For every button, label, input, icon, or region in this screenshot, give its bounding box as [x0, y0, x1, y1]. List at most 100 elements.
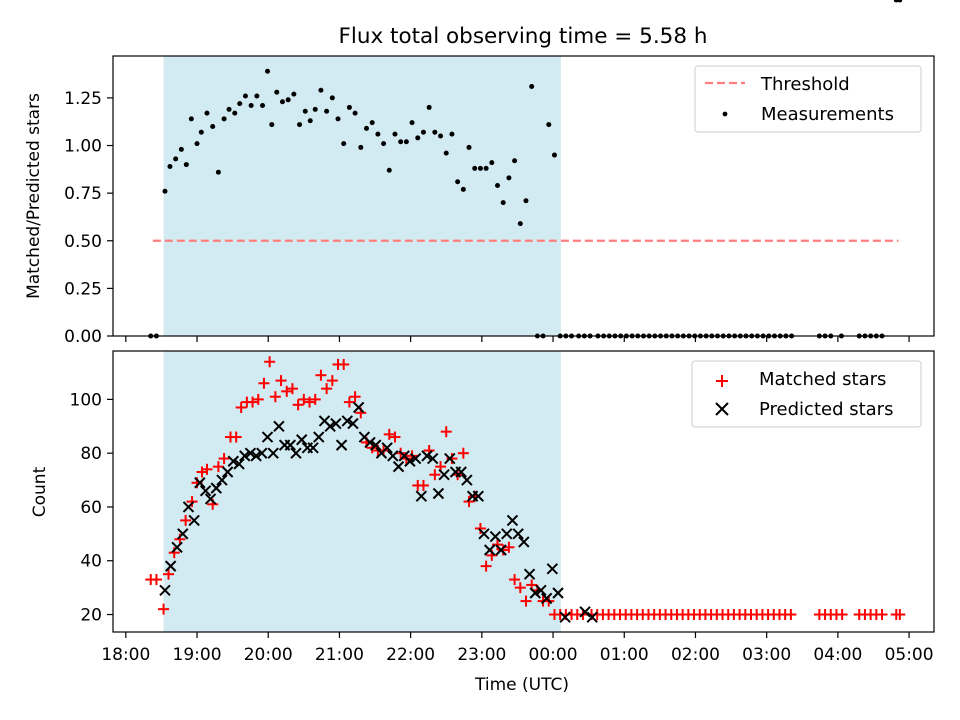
bottom-legend: Matched stars Predicted stars [691, 360, 922, 428]
measurements-legend-label: Measurements [761, 104, 894, 125]
x-axis: 18:00 19:00 20:00 21:00 22:00 23:00 00:00 01:00… [101, 632, 934, 665]
matched-star-point [463, 496, 475, 508]
predicted-star-point [489, 530, 502, 543]
measurement-point [194, 141, 200, 147]
predicted-star-point [523, 568, 536, 580]
y-tick-label: 40 [80, 552, 102, 572]
predicted-star-point [261, 431, 274, 443]
predicted-star-point [427, 452, 439, 465]
matched-legend-label: Matched stars [759, 369, 886, 390]
matched-stars-points [145, 356, 906, 621]
matched-star-point [163, 568, 175, 580]
measurement-point [381, 141, 387, 147]
predicted-star-point [199, 485, 212, 497]
predicted-star-point [472, 490, 484, 502]
predicted-star-point [387, 450, 399, 462]
x-tick-label: 23:00 [457, 645, 506, 665]
y-tick-label: 80 [80, 444, 102, 464]
matched-star-point [338, 358, 350, 370]
predicted-star-point [256, 447, 268, 459]
measurement-point [409, 120, 415, 126]
predicted-star-point [432, 487, 445, 500]
measurement-point [335, 116, 341, 122]
predicted-star-point [194, 477, 206, 489]
measurements-legend-swatch [722, 111, 728, 117]
matched-star-point [269, 391, 281, 403]
predicted-star-point [512, 528, 524, 540]
top-axes-frame [112, 55, 935, 337]
measurement-point [162, 188, 168, 194]
predicted-star-point [267, 447, 279, 459]
top-x-ticks [125, 336, 910, 342]
measurement-point [291, 91, 297, 97]
x-tick-label: 00:00 [529, 645, 578, 665]
top-panel: 0.00 0.25 0.50 0.75 1.00 1.25 Matched/Predict… [24, 0, 935, 347]
predicted-star-point [216, 474, 228, 486]
predicted-star-point [313, 431, 325, 443]
measurement-point [183, 162, 189, 168]
predicted-legend-swatch [715, 402, 729, 416]
predicted-stars-points [159, 401, 598, 623]
measurement-point [248, 103, 254, 109]
matched-star-point [247, 396, 259, 408]
x-tick-label: 19:00 [173, 645, 222, 665]
matched-star-point [440, 426, 452, 438]
measurement-point [466, 144, 472, 150]
predicted-star-point [335, 439, 348, 451]
measurement-point [403, 139, 409, 145]
measurement-point [307, 118, 313, 124]
matched-star-point [286, 383, 298, 395]
predicted-star-point [559, 611, 571, 623]
predicted-star-point [381, 442, 393, 454]
measurement-point [551, 152, 557, 158]
measurement-point [500, 200, 506, 206]
predicted-star-point [290, 447, 302, 459]
matched-star-point [474, 522, 486, 534]
y-tick-label: 1.00 [64, 137, 102, 157]
measurement-point [495, 183, 501, 189]
bottom-y-axis-label: Count [30, 466, 50, 517]
measurement-point [279, 99, 285, 105]
measurement-point [455, 179, 461, 185]
matched-star-point [230, 431, 242, 443]
y-tick-label: 20 [80, 606, 102, 626]
measurement-point [415, 135, 421, 141]
measurement-point [897, 0, 903, 3]
top-legend-box [694, 65, 922, 133]
measurement-point [188, 116, 194, 122]
predicted-star-point [347, 417, 359, 430]
measurement-point [312, 106, 318, 112]
measurement-point [318, 87, 324, 93]
measurement-point [426, 104, 432, 110]
measurement-point [221, 116, 227, 122]
measurement-point [269, 122, 275, 128]
predicted-star-point [244, 447, 257, 459]
predicted-star-point [177, 528, 189, 540]
x-axis-label: Time (UTC) [474, 675, 569, 695]
predicted-star-point [461, 474, 473, 486]
measurement-point [460, 186, 466, 192]
matched-star-point [212, 461, 224, 473]
bottom-legend-box [691, 360, 922, 428]
predicted-star-point [182, 501, 195, 513]
measurement-point [285, 97, 291, 103]
matched-star-point [785, 609, 797, 621]
predicted-legend-label: Predicted stars [759, 399, 893, 420]
predicted-star-point [506, 514, 519, 527]
measurement-point [254, 93, 260, 99]
predicted-star-point [171, 541, 183, 554]
measurement-point [358, 144, 364, 150]
matched-star-point [457, 447, 469, 459]
predicted-star-point [438, 468, 450, 481]
measurement-point [523, 198, 529, 204]
top-y-axis-label: Matched/Predicted stars [24, 93, 44, 299]
matched-star-point [235, 401, 247, 413]
measurement-point [173, 156, 179, 162]
predicted-star-point [586, 611, 598, 623]
matched-star-point [186, 496, 198, 508]
y-tick-label: 100 [70, 390, 102, 410]
measurement-point [260, 103, 266, 109]
measurement-point [297, 122, 303, 128]
predicted-star-point [307, 442, 319, 454]
matched-star-point [326, 375, 338, 387]
